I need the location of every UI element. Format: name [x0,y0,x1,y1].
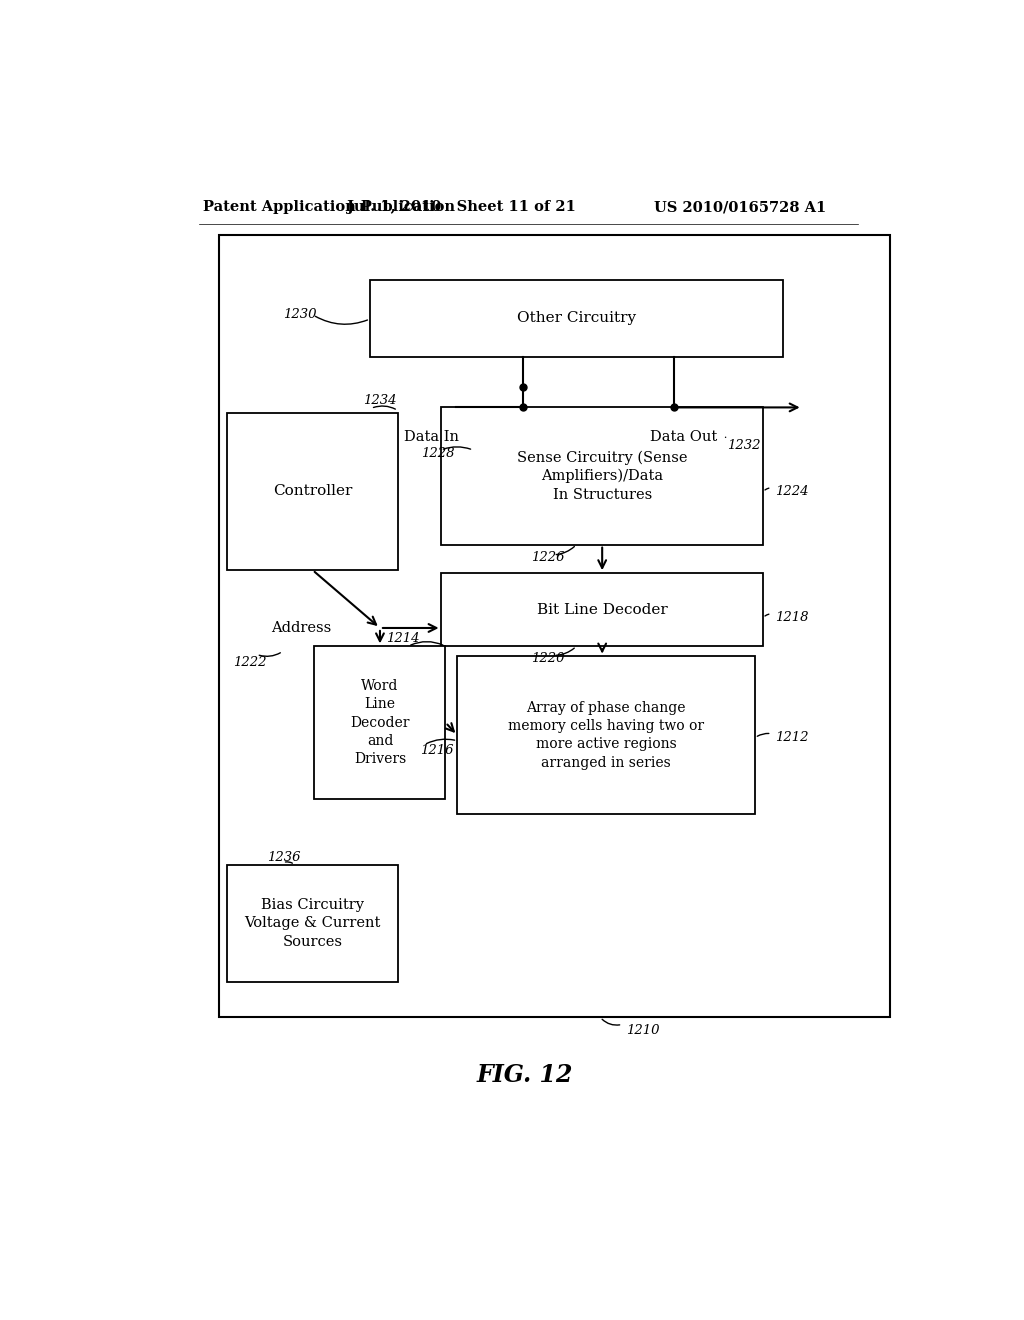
Text: FIG. 12: FIG. 12 [476,1063,573,1088]
Bar [370,280,782,356]
Text: 1222: 1222 [232,656,266,669]
Text: Address: Address [270,620,331,635]
Text: Word
Line
Decoder
and
Drivers: Word Line Decoder and Drivers [350,678,410,767]
Bar [441,573,763,647]
Text: Array of phase change
memory cells having two or
more active regions
arranged in: Array of phase change memory cells havin… [508,701,705,770]
Text: 1220: 1220 [531,652,564,665]
Bar [441,408,763,545]
Text: US 2010/0165728 A1: US 2010/0165728 A1 [654,201,826,214]
Text: Bias Circuitry
Voltage & Current
Sources: Bias Circuitry Voltage & Current Sources [245,898,381,949]
Text: Patent Application Publication: Patent Application Publication [204,201,456,214]
Text: 1236: 1236 [267,851,300,865]
Bar [227,865,397,982]
Bar [314,647,445,799]
Text: 1232: 1232 [727,438,761,451]
Text: 1216: 1216 [420,744,454,758]
Bar [219,235,890,1018]
Text: Controller: Controller [272,484,352,498]
Text: Sense Circuitry (Sense
Amplifiers)/Data
In Structures: Sense Circuitry (Sense Amplifiers)/Data … [517,450,687,502]
Text: 1212: 1212 [775,731,809,744]
Text: Data In: Data In [404,430,459,444]
Text: 1230: 1230 [283,309,316,322]
Text: 1224: 1224 [775,486,809,498]
Bar [227,413,397,570]
Text: 1228: 1228 [421,446,455,459]
Bar [458,656,755,814]
Text: 1226: 1226 [531,552,564,565]
Text: Other Circuitry: Other Circuitry [517,312,636,326]
Text: 1214: 1214 [386,632,420,644]
Text: 1210: 1210 [627,1024,659,1038]
Text: 1234: 1234 [362,393,396,407]
Text: 1218: 1218 [775,611,809,624]
Text: Jul. 1, 2010   Sheet 11 of 21: Jul. 1, 2010 Sheet 11 of 21 [347,201,575,214]
Text: Data Out: Data Out [650,430,718,444]
Text: Bit Line Decoder: Bit Line Decoder [537,603,668,616]
